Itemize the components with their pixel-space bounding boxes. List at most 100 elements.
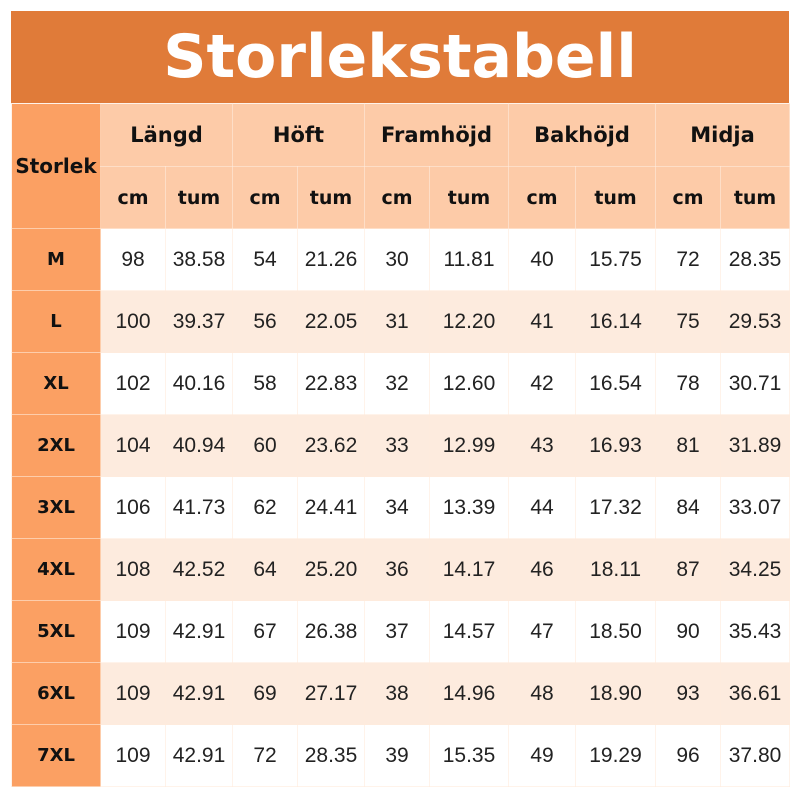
table-row: XL 102 40.16 58 22.83 32 12.60 42 16.54 78 30.71: [11, 352, 791, 415]
size-label: L: [11, 290, 101, 353]
table-cell: 41.73: [164, 476, 234, 539]
table-cell: 39.37: [164, 290, 234, 353]
size-label: M: [11, 228, 101, 291]
table-cell: 44: [508, 476, 577, 539]
unit-header-cm: cm: [364, 166, 431, 229]
table-cell: 109: [100, 662, 166, 725]
table-cell: 35.43: [720, 600, 791, 663]
table-cell: 14.17: [429, 538, 510, 601]
table-cell: 39: [364, 724, 431, 787]
table-cell: 28.35: [297, 724, 366, 787]
header-waist: Midja: [655, 103, 791, 167]
size-label: 3XL: [11, 476, 101, 539]
unit-header-tum: tum: [720, 166, 791, 229]
table-cell: 109: [100, 600, 166, 663]
table-cell: 42: [508, 352, 577, 415]
table-cell: 12.20: [429, 290, 510, 353]
header-length: Längd: [99, 103, 234, 167]
unit-header-tum: tum: [575, 166, 657, 229]
unit-header-cm: cm: [508, 166, 577, 229]
table-cell: 46: [508, 538, 577, 601]
table-cell: 37.80: [720, 724, 791, 787]
table-cell: 33.07: [720, 476, 791, 539]
size-label: 2XL: [11, 414, 101, 477]
table-cell: 30.71: [720, 352, 791, 415]
table-cell: 36.61: [720, 662, 791, 725]
table-cell: 26.38: [297, 600, 366, 663]
table-row: M 98 38.58 54 21.26 30 11.81 40 15.75 72 28.35: [11, 228, 791, 291]
header-front-rise: Framhöjd: [364, 103, 510, 167]
table-cell: 100: [100, 290, 166, 353]
table-cell: 40: [508, 228, 577, 291]
table-cell: 90: [655, 600, 722, 663]
table-row: 7XL 109 42.91 72 28.35 39 15.35 49 19.29 96 37.80: [11, 724, 791, 787]
table-row: 6XL 109 42.91 69 27.17 38 14.96 48 18.90 93 36.61: [11, 662, 791, 725]
table-cell: 58: [232, 352, 299, 415]
table-cell: 47: [508, 600, 577, 663]
table-cell: 64: [232, 538, 299, 601]
table-cell: 37: [364, 600, 431, 663]
header-back-rise: Bakhöjd: [508, 103, 657, 167]
table-cell: 42.52: [164, 538, 234, 601]
table-cell: 27.17: [297, 662, 366, 725]
table-cell: 108: [100, 538, 166, 601]
table-cell: 33: [364, 414, 431, 477]
table-cell: 81: [655, 414, 722, 477]
table-cell: 98: [100, 228, 166, 291]
table-cell: 38: [364, 662, 431, 725]
size-label: 4XL: [11, 538, 101, 601]
table-cell: 18.50: [575, 600, 657, 663]
table-cell: 109: [100, 724, 166, 787]
table-cell: 75: [655, 290, 722, 353]
unit-header-cm: cm: [100, 166, 166, 229]
table-cell: 72: [655, 228, 722, 291]
table-cell: 48: [508, 662, 577, 725]
table-cell: 78: [655, 352, 722, 415]
header-hip: Höft: [232, 103, 366, 167]
table-cell: 60: [232, 414, 299, 477]
table-cell: 62: [232, 476, 299, 539]
table-cell: 24.41: [297, 476, 366, 539]
table-cell: 106: [100, 476, 166, 539]
table-cell: 15.35: [429, 724, 510, 787]
size-label: 7XL: [11, 724, 101, 787]
table-cell: 12.99: [429, 414, 510, 477]
table-cell: 102: [100, 352, 166, 415]
table-cell: 31: [364, 290, 431, 353]
table-cell: 22.05: [297, 290, 366, 353]
table-cell: 104: [100, 414, 166, 477]
table-cell: 93: [655, 662, 722, 725]
table-cell: 14.57: [429, 600, 510, 663]
table-cell: 42.91: [164, 662, 234, 725]
table-cell: 87: [655, 538, 722, 601]
table-cell: 49: [508, 724, 577, 787]
table-cell: 69: [232, 662, 299, 725]
table-cell: 13.39: [429, 476, 510, 539]
unit-header-cm: cm: [232, 166, 299, 229]
table-cell: 43: [508, 414, 577, 477]
table-cell: 12.60: [429, 352, 510, 415]
unit-header-tum: tum: [429, 166, 510, 229]
table-cell: 30: [364, 228, 431, 291]
table-cell: 28.35: [720, 228, 791, 291]
table-cell: 25.20: [297, 538, 366, 601]
table-cell: 31.89: [720, 414, 791, 477]
table-cell: 96: [655, 724, 722, 787]
table-cell: 42.91: [164, 724, 234, 787]
table-cell: 40.94: [164, 414, 234, 477]
table-row: 2XL 104 40.94 60 23.62 33 12.99 43 16.93 81 31.89: [11, 414, 791, 477]
table-cell: 54: [232, 228, 299, 291]
table-cell: 23.62: [297, 414, 366, 477]
table-cell: 18.11: [575, 538, 657, 601]
table-cell: 11.81: [429, 228, 510, 291]
table-row: 3XL 106 41.73 62 24.41 34 13.39 44 17.32 84 33.07: [11, 476, 791, 539]
table-cell: 36: [364, 538, 431, 601]
unit-row: cm tum cm tum cm tum cm tum cm tum: [12, 166, 791, 229]
table-cell: 38.58: [164, 228, 234, 291]
unit-header-tum: tum: [164, 166, 234, 229]
size-label: 5XL: [11, 600, 101, 663]
table-cell: 15.75: [575, 228, 657, 291]
table-cell: 22.83: [297, 352, 366, 415]
size-label: XL: [11, 352, 101, 415]
table-cell: 41: [508, 290, 577, 353]
